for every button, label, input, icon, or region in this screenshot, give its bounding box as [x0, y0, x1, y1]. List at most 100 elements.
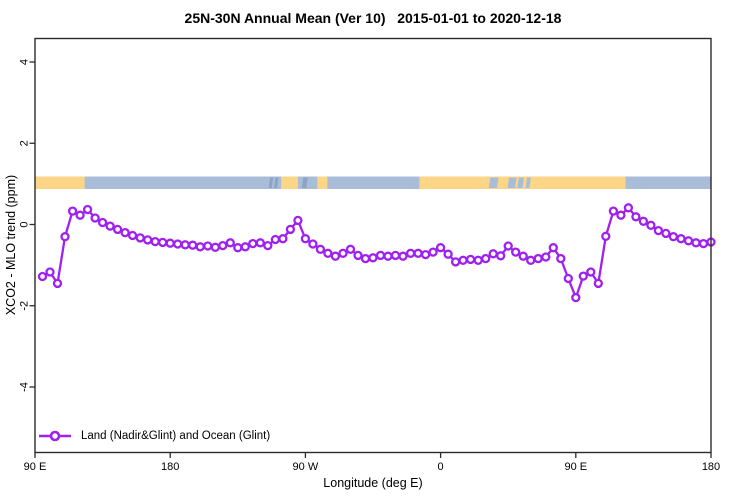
- data-point: [481, 253, 491, 264]
- data-point: [563, 273, 573, 284]
- data-point: [526, 255, 536, 265]
- data-point: [263, 240, 273, 251]
- data-point: [135, 233, 145, 243]
- legend: Land (Nadir&Glint) and Ocean (Glint): [38, 429, 270, 443]
- data-point: [248, 238, 258, 249]
- data-point: [661, 228, 671, 239]
- chart-title: 25N-30N Annual Mean (Ver 10) 2015-01-01 …: [184, 10, 562, 26]
- legend-label: Land (Nadir&Glint) and Ocean (Glint): [81, 430, 271, 442]
- data-point: [450, 257, 461, 267]
- data-point: [698, 238, 709, 249]
- y-tick-label: -2: [19, 301, 31, 311]
- data-point: [240, 242, 250, 252]
- map-band-inlay-ocean_dark: [301, 177, 308, 188]
- data-point: [165, 238, 175, 248]
- data-point: [210, 242, 220, 252]
- map-band-inlay-ocean: [525, 177, 531, 188]
- legend-line-marker-icon: [39, 430, 71, 442]
- data-point: [345, 244, 356, 254]
- data-point: [488, 249, 498, 259]
- data-point: [353, 250, 363, 261]
- data-point: [533, 253, 543, 264]
- data-point: [82, 204, 93, 215]
- data-point: [360, 253, 371, 264]
- data-point: [90, 213, 100, 223]
- data-point: [435, 243, 446, 253]
- map-band-inlay-ocean: [488, 177, 499, 188]
- data-point: [638, 216, 649, 226]
- y-tick-label: 2: [19, 140, 31, 146]
- data-point: [458, 255, 468, 265]
- plot-frame: [34, 37, 712, 454]
- data-point: [616, 210, 626, 220]
- data-point: [578, 271, 588, 281]
- data-point: [293, 215, 303, 226]
- data-point: [556, 253, 566, 264]
- data-point: [45, 267, 55, 277]
- y-tick-label: 4: [19, 59, 31, 65]
- data-point: [518, 251, 528, 261]
- data-point: [601, 231, 611, 241]
- data-point: [255, 238, 265, 248]
- x-axis-title: Longitude (deg E): [323, 476, 423, 490]
- data-point: [105, 221, 115, 231]
- map-band-inlay-ocean: [507, 177, 517, 188]
- data-point: [593, 278, 603, 289]
- data-point: [413, 248, 423, 258]
- map-band-segment-land: [317, 176, 328, 189]
- data-point: [503, 241, 513, 251]
- x-tick-label: 180: [161, 461, 179, 473]
- data-point: [112, 224, 123, 235]
- data-point: [225, 238, 235, 248]
- map-band-inlay-ocean_dark: [273, 177, 279, 188]
- data-point: [571, 292, 581, 303]
- x-tick-label: 180: [702, 461, 720, 473]
- data-point: [428, 247, 438, 257]
- map-band-segment-ocean: [327, 176, 420, 189]
- data-point: [586, 267, 596, 277]
- data-point: [368, 253, 378, 263]
- data-point: [330, 251, 341, 261]
- data-point: [338, 248, 348, 258]
- data-point: [120, 227, 130, 238]
- y-tick-label: -4: [19, 382, 31, 392]
- data-point: [676, 234, 686, 244]
- data-point: [173, 239, 183, 249]
- data-point: [443, 249, 453, 259]
- map-band-segment-ocean: [84, 176, 282, 189]
- data-point: [390, 250, 401, 261]
- map-band-segment-land: [281, 176, 298, 189]
- x-tick-label: 0: [438, 461, 444, 473]
- data-point: [511, 247, 521, 257]
- data-point: [52, 278, 63, 289]
- data-point: [398, 251, 408, 261]
- data-point: [496, 251, 506, 261]
- data-point: [233, 243, 243, 253]
- data-point: [683, 236, 694, 246]
- data-point: [653, 225, 664, 236]
- data-point: [623, 203, 634, 213]
- data-point: [323, 248, 333, 258]
- data-point: [668, 232, 679, 242]
- data-point: [285, 224, 296, 235]
- data-point: [405, 248, 416, 258]
- map-band-segment-ocean: [625, 176, 711, 189]
- data-point: [300, 234, 311, 244]
- data-point: [548, 243, 558, 253]
- x-tick-label: 90 W: [293, 461, 319, 473]
- data-point: [473, 255, 483, 265]
- data-point: [270, 234, 281, 245]
- data-point: [37, 271, 48, 282]
- data-point: [375, 250, 386, 261]
- data-point: [420, 249, 431, 260]
- map-band-segment-land: [35, 176, 85, 189]
- data-point: [150, 236, 160, 247]
- data-point: [203, 241, 213, 251]
- data-point: [691, 238, 701, 248]
- data-point: [127, 230, 138, 241]
- data-point: [158, 237, 168, 248]
- data-point: [646, 220, 656, 230]
- data-point: [180, 240, 190, 250]
